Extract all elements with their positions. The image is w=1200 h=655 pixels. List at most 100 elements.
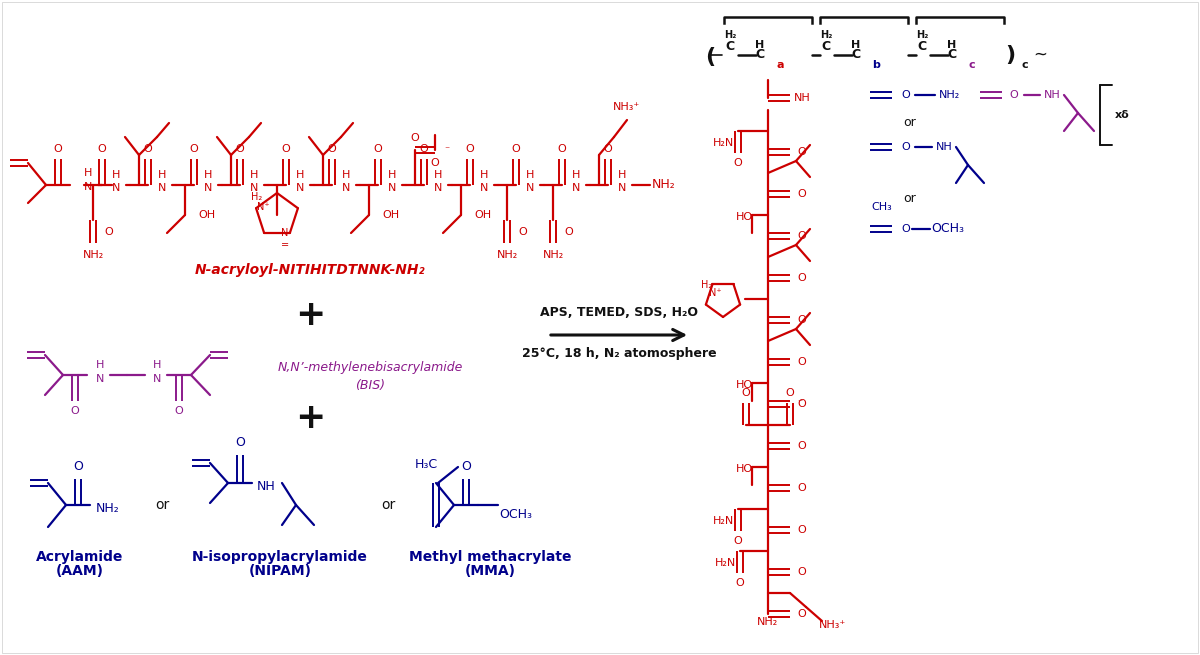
Text: H: H (112, 170, 120, 180)
Text: O: O (558, 144, 566, 154)
Text: O: O (786, 388, 794, 398)
Text: O: O (604, 144, 612, 154)
Text: H: H (204, 170, 212, 180)
Text: N: N (572, 183, 580, 193)
Text: N,N’-methylenebisacrylamide: N,N’-methylenebisacrylamide (277, 362, 463, 375)
Text: H: H (342, 170, 350, 180)
Text: H₂: H₂ (701, 280, 713, 290)
Text: NH₂: NH₂ (757, 617, 779, 627)
Text: O: O (144, 144, 152, 154)
Text: Acrylamide: Acrylamide (36, 550, 124, 564)
Text: NH₂: NH₂ (497, 250, 517, 260)
Text: H₂N: H₂N (713, 138, 734, 148)
Text: Methyl methacrylate: Methyl methacrylate (409, 550, 571, 564)
Text: O: O (798, 399, 806, 409)
Text: H: H (434, 170, 442, 180)
Text: N: N (84, 182, 92, 192)
Text: N: N (152, 374, 161, 384)
Text: N: N (204, 183, 212, 193)
Text: N: N (250, 183, 258, 193)
Text: NH: NH (1044, 90, 1061, 100)
Text: O: O (518, 227, 527, 237)
Text: O: O (798, 609, 806, 619)
Text: (AAM): (AAM) (56, 564, 104, 578)
Text: OH: OH (198, 210, 216, 220)
Text: (MMA): (MMA) (464, 564, 516, 578)
Text: +: + (295, 401, 325, 435)
Text: 25°C, 18 h, N₂ atomosphere: 25°C, 18 h, N₂ atomosphere (522, 346, 716, 360)
Text: H: H (388, 170, 396, 180)
Text: N: N (112, 183, 120, 193)
Text: H₃C: H₃C (414, 458, 438, 472)
Text: O: O (97, 144, 107, 154)
Text: or: or (380, 498, 395, 512)
Text: H: H (572, 170, 580, 180)
Text: N: N (526, 183, 534, 193)
Text: N: N (296, 183, 304, 193)
Text: O: O (798, 525, 806, 535)
Text: H: H (152, 360, 161, 370)
Text: O: O (373, 144, 383, 154)
Text: H: H (84, 168, 92, 178)
Text: (BIS): (BIS) (355, 379, 385, 392)
Text: HO: HO (736, 212, 752, 222)
Text: H₂: H₂ (820, 30, 832, 40)
Text: O: O (235, 436, 245, 449)
Text: C: C (756, 48, 764, 62)
Text: O: O (798, 273, 806, 283)
Text: H: H (250, 170, 258, 180)
Text: O: O (54, 144, 62, 154)
Text: O: O (798, 147, 806, 157)
Text: N: N (388, 183, 396, 193)
Text: O: O (798, 231, 806, 241)
Text: C: C (822, 41, 830, 54)
Text: O: O (901, 224, 911, 234)
Text: (NIPAM): (NIPAM) (248, 564, 312, 578)
Text: ⁻: ⁻ (444, 145, 450, 155)
Text: HO: HO (736, 464, 752, 474)
Text: H: H (526, 170, 534, 180)
Text: NH: NH (793, 93, 810, 103)
Text: N: N (618, 183, 626, 193)
Text: O: O (190, 144, 198, 154)
Text: OCH₃: OCH₃ (499, 508, 533, 521)
Text: N: N (96, 374, 104, 384)
Text: O: O (798, 189, 806, 199)
Text: O: O (420, 144, 428, 154)
Text: H₂N: H₂N (713, 516, 734, 526)
Text: O: O (511, 144, 521, 154)
Text: or: or (904, 117, 917, 130)
Text: H₂: H₂ (916, 30, 928, 40)
Text: O: O (798, 315, 806, 325)
Text: O: O (235, 144, 245, 154)
Text: O: O (461, 460, 470, 474)
Text: H₂N: H₂N (715, 558, 737, 568)
Text: C: C (852, 48, 860, 62)
Text: N⁺: N⁺ (257, 202, 269, 212)
Text: O: O (742, 388, 750, 398)
Text: N-isopropylacrylamide: N-isopropylacrylamide (192, 550, 368, 564)
Text: OH: OH (383, 210, 400, 220)
Text: NH₂: NH₂ (652, 179, 676, 191)
Text: NH₂: NH₂ (542, 250, 564, 260)
Text: N: N (434, 183, 442, 193)
Text: H: H (158, 170, 166, 180)
Text: N-acryloyl-NITIHITDTNNK-NH₂: N-acryloyl-NITIHITDTNNK-NH₂ (194, 263, 425, 277)
Text: O: O (431, 158, 439, 168)
Text: O: O (733, 536, 743, 546)
Text: O: O (73, 460, 83, 474)
Text: H: H (947, 40, 956, 50)
Text: c: c (1021, 60, 1028, 70)
Text: O: O (71, 406, 79, 416)
Text: c: c (968, 60, 976, 70)
Text: HO: HO (736, 380, 752, 390)
Text: H: H (296, 170, 304, 180)
Text: OH: OH (474, 210, 492, 220)
Text: NH₂: NH₂ (940, 90, 961, 100)
Text: CH₃: CH₃ (871, 202, 893, 212)
Text: a: a (776, 60, 784, 70)
Text: xδ: xδ (1115, 110, 1129, 120)
Text: NH: NH (257, 481, 275, 493)
Text: NH₂: NH₂ (96, 502, 120, 515)
Text: H₂: H₂ (724, 30, 736, 40)
